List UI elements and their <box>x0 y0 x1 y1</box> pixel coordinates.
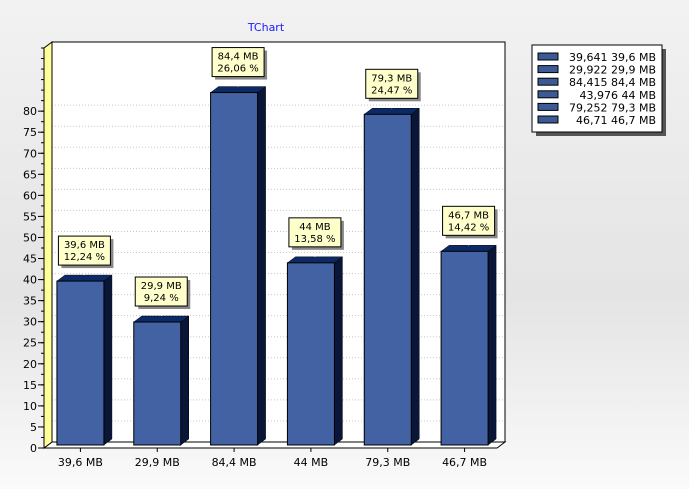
data-label-box <box>134 276 188 307</box>
data-label-text: 9,24 % <box>144 293 179 304</box>
bar-side-face <box>103 274 113 446</box>
y-tick-label: 40 <box>23 274 37 287</box>
data-label-text: 84,4 MB <box>218 52 259 63</box>
bar-side-face <box>257 86 266 446</box>
chart-title: TChart <box>247 21 285 34</box>
legend-item-label: 39,641 39,6 MB <box>569 51 656 64</box>
legend-item-label: 79,252 79,3 MB <box>569 101 656 114</box>
bar-top-face <box>56 274 113 282</box>
x-tick-label: 84,4 MB <box>212 456 257 469</box>
bar-side-face <box>411 107 420 446</box>
bar-top-face <box>209 86 267 93</box>
y-tick-label: 80 <box>23 105 37 118</box>
plot-back-wall <box>51 41 506 443</box>
x-tick-label: 39,6 MB <box>58 456 103 469</box>
y-tick-label: 50 <box>23 231 37 244</box>
bar-top-face <box>363 108 420 115</box>
data-label-text: 44 MB <box>299 222 331 233</box>
bar-front-face <box>210 92 259 446</box>
legend-item-label: 43,976 44 MB <box>579 89 656 102</box>
y-tick-label: 25 <box>23 337 37 350</box>
bar-6 <box>440 244 497 446</box>
bar-1 <box>56 274 113 446</box>
y-tick-label: 45 <box>23 253 37 266</box>
legend-swatch <box>537 90 559 99</box>
y-tick-label: 30 <box>23 316 37 329</box>
bar-3 <box>209 86 267 446</box>
legend-swatch <box>537 65 559 74</box>
bar-front-face <box>56 280 105 446</box>
y-tick-label: 65 <box>23 168 37 181</box>
y-tick-label: 10 <box>23 400 37 413</box>
y-tick-label: 75 <box>23 126 37 139</box>
bar-top-face <box>286 256 344 264</box>
bar-top-face <box>133 315 190 323</box>
y-tick-label: 60 <box>23 189 37 202</box>
x-tick-label: 29,9 MB <box>135 456 180 469</box>
data-label-box <box>442 205 496 236</box>
data-label-text: 26,06 % <box>217 64 258 75</box>
x-tick-label: 46,7 MB <box>442 456 487 469</box>
bar-4 <box>286 256 344 446</box>
x-tick-label: 79,3 MB <box>365 456 410 469</box>
legend-item-label: 84,415 84,4 MB <box>569 76 656 89</box>
legend-swatch <box>537 102 559 111</box>
legend-swatch <box>537 115 559 124</box>
bar-side-face <box>334 256 343 446</box>
y-tick-label: 15 <box>23 379 37 392</box>
bar-front-face <box>440 250 489 446</box>
left-axis-wall <box>43 41 53 449</box>
legend-swatch <box>537 77 559 86</box>
y-tick-label: 55 <box>23 210 37 223</box>
y-tick-label: 20 <box>23 358 37 371</box>
data-label-text: 79,3 MB <box>371 73 412 84</box>
plot-floor <box>42 441 507 449</box>
data-label-text: 13,58 % <box>294 234 335 245</box>
data-label-text: 46,7 MB <box>448 210 489 221</box>
legend-item-label: 29,922 29,9 MB <box>569 64 656 77</box>
bar-front-face <box>133 321 182 446</box>
data-label-text: 39,6 MB <box>64 240 105 251</box>
bar-2 <box>133 315 190 446</box>
data-label-text: 29,9 MB <box>141 281 182 292</box>
data-label-box <box>211 47 265 78</box>
data-label-text: 12,24 % <box>64 252 105 263</box>
legend-item-label: 46,71 46,7 MB <box>576 114 656 127</box>
legend-swatch <box>537 52 559 61</box>
y-tick-label: 35 <box>23 295 37 308</box>
data-label-text: 24,47 % <box>371 85 412 96</box>
y-tick-label: 5 <box>30 421 37 434</box>
bar-top-face <box>440 245 497 252</box>
bar-5 <box>363 107 420 446</box>
data-label-box <box>288 217 342 248</box>
y-tick-label: 0 <box>30 442 37 455</box>
data-label-text: 14,42 % <box>448 222 489 233</box>
bar-side-face <box>180 315 189 446</box>
bar-front-face <box>286 262 335 446</box>
data-label-box <box>365 68 419 99</box>
bar-side-face <box>487 244 497 446</box>
bar-front-face <box>363 113 412 446</box>
x-tick-label: 44 MB <box>294 456 329 469</box>
y-tick-label: 70 <box>23 147 37 160</box>
data-label-box <box>57 235 111 266</box>
